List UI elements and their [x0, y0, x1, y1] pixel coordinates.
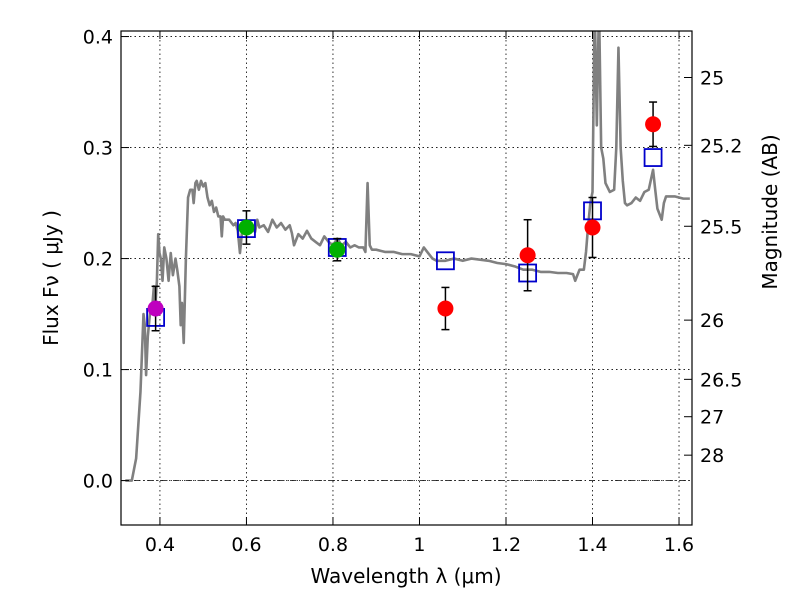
model-photometry-marker — [643, 148, 663, 167]
obs-red-point — [584, 219, 601, 236]
obs-red-point — [645, 116, 662, 133]
y-axis-title: Flux Fν ( μJy ) — [39, 210, 63, 346]
y-tick-label: 0.3 — [83, 138, 113, 160]
y-tick-label: 0.2 — [83, 249, 113, 271]
x-tick-label: 1.6 — [664, 534, 694, 556]
mag-tick-label: 27 — [700, 407, 724, 429]
axis-ticks: 0.4 0.6 0.8 1 1.2 1.4 1.6 0.0 0.1 0.2 0.3 0.4 25 25.2… — [83, 27, 743, 556]
mag-tick-label: 25.5 — [700, 216, 742, 238]
mag-tick-label: 28 — [700, 445, 724, 467]
mag-tick-label: 26.5 — [700, 369, 742, 391]
x-tick-label: 1.2 — [491, 534, 521, 556]
obs-green-point — [238, 219, 255, 236]
model-photometry-marker — [436, 251, 455, 271]
x-tick-label: 0.6 — [231, 534, 261, 556]
mag-tick-label: 26 — [700, 310, 724, 332]
y-tick-label: 0.4 — [83, 27, 113, 49]
obs-red-point — [437, 300, 454, 317]
x-tick-label: 1 — [413, 534, 425, 556]
y-tick-label: 0.0 — [83, 471, 113, 493]
data-series — [125, 31, 690, 482]
x-tick-label: 0.8 — [318, 534, 348, 556]
model-sed-line — [125, 31, 690, 482]
y2-axis-title: Magnitude (AB) — [758, 134, 782, 289]
plot-frame — [120, 30, 693, 526]
x-axis-title: Wavelength λ (μm) — [310, 564, 501, 588]
obs-green-point — [329, 241, 346, 258]
mag-tick-label: 25 — [700, 68, 724, 90]
obs-red-point — [519, 247, 536, 264]
obs-violet-point — [147, 300, 164, 317]
x-tick-label: 0.4 — [145, 534, 175, 556]
y-tick-label: 0.1 — [83, 360, 113, 382]
x-tick-label: 1.4 — [577, 534, 607, 556]
mag-tick-label: 25.2 — [700, 135, 742, 157]
plot-area — [121, 31, 692, 525]
